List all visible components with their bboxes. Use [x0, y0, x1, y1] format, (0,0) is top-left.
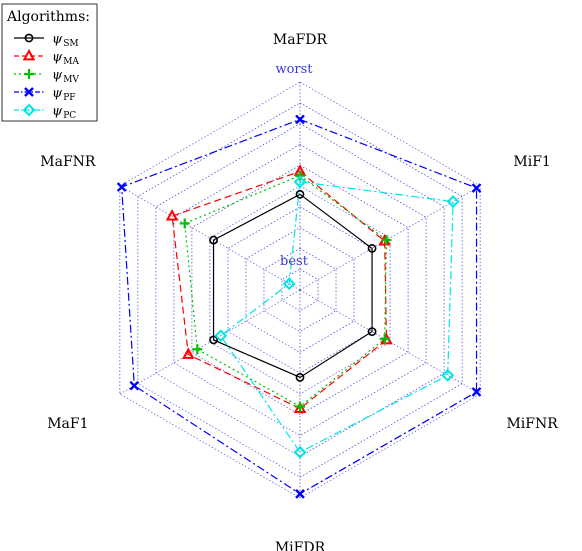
radar-series [116, 114, 482, 499]
data-point-mv [379, 333, 390, 344]
grid-ring [209, 185, 391, 395]
radar-grid [119, 81, 481, 499]
legend-marker-pf [24, 87, 34, 97]
data-point-sm [209, 235, 218, 245]
data-point-mv [295, 401, 305, 412]
axis-label-mifnr: MiFNR [506, 416, 558, 432]
axis-labels: MaFDR MiF1 MiFNR MiFDR MaF1 MaFNR [40, 32, 558, 551]
data-point-sm [209, 335, 218, 345]
axis-label-mif1: MiF1 [513, 154, 550, 170]
data-point-pf [295, 114, 305, 125]
scale-label-worst: worst [275, 62, 313, 77]
series-ma [165, 164, 393, 413]
data-point-mv [381, 235, 392, 246]
data-point-pf [116, 182, 127, 192]
legend-box [1, 3, 98, 122]
series-line-pc [219, 181, 454, 454]
series-line-ma [171, 170, 388, 410]
legend-marker-mv [24, 69, 34, 79]
data-point-mv [179, 218, 190, 229]
legend-marker-ma [22, 48, 36, 61]
legend-marker-sm [24, 33, 34, 43]
data-point-ma [293, 401, 307, 413]
series-line-sm [212, 193, 373, 379]
axis-label-mifdr: MiFDR [275, 540, 326, 551]
axis-label-maf1: MaF1 [47, 416, 88, 432]
series-mv [179, 170, 392, 412]
axis-label-mafnr: MaFNR [40, 154, 96, 170]
data-point-pc [446, 195, 460, 209]
data-point-ma [182, 347, 195, 359]
data-point-ma [165, 209, 179, 221]
grid-ring [191, 164, 409, 416]
data-point-sm [367, 243, 377, 253]
grid-ring [173, 143, 427, 437]
axis-label-mafdr: MaFDR [273, 32, 328, 48]
scale-label-best: best [280, 254, 309, 269]
series-pc [214, 175, 460, 459]
grid-ring [245, 227, 355, 353]
data-point-pc [293, 445, 307, 459]
data-point-sm [367, 327, 377, 336]
data-point-pf [129, 380, 140, 391]
legend-title: Algorithms: [6, 9, 90, 25]
grid-ring [263, 247, 337, 333]
data-point-pc [293, 175, 307, 189]
data-point-sm [295, 372, 305, 382]
data-point-pf [471, 183, 482, 193]
data-point-mv [192, 344, 203, 355]
series-line-mv [184, 174, 388, 408]
series-sm [209, 189, 377, 382]
series-pf [116, 114, 482, 499]
data-point-pc [441, 368, 455, 382]
data-point-sm [295, 189, 305, 199]
data-point-pf [471, 387, 482, 397]
data-point-pf [295, 488, 305, 499]
data-point-pc [282, 277, 296, 291]
data-point-pc [214, 329, 228, 343]
legend-marker-pc [22, 103, 36, 117]
